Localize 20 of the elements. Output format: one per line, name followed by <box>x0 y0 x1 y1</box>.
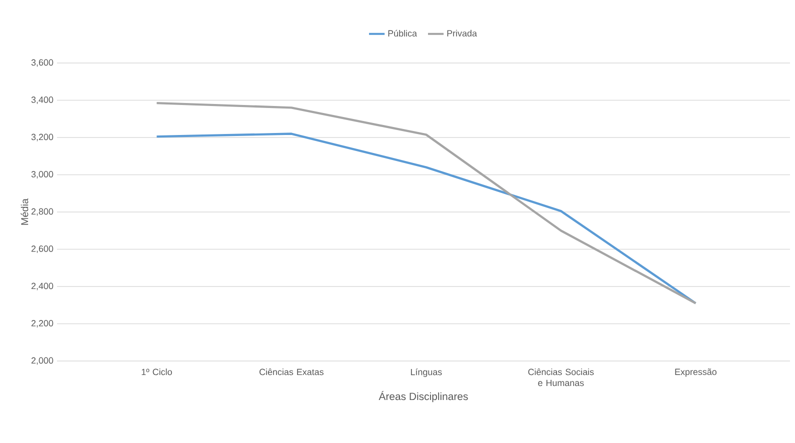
x-tick-label: Ciências Sociais e Humanas <box>528 368 594 386</box>
y-tick-label: 2,400 <box>31 282 54 290</box>
y-tick-label: 2,600 <box>31 246 54 253</box>
legend-label: Pública <box>388 30 418 37</box>
y-tick-label: 2,200 <box>31 320 54 328</box>
line-series <box>156 102 697 304</box>
x-tick-label: Ciências Exatas <box>260 368 324 376</box>
y-axis-title: Média <box>20 198 28 225</box>
x-axis-title: Áreas Disciplinares <box>378 390 468 402</box>
legend-label: Privada <box>447 30 477 36</box>
x-tick-label: Expressão <box>675 368 716 377</box>
y-tick-label: 3,600 <box>31 59 54 67</box>
y-tick-label: 3,200 <box>31 134 54 142</box>
y-tick-label: 2,000 <box>31 357 54 365</box>
y-tick-label: 2,800 <box>31 208 54 216</box>
line-series <box>156 132 697 304</box>
x-tick-label: 1º Ciclo <box>142 368 172 376</box>
x-tick-label: Línguas <box>410 368 442 377</box>
y-tick-label: 3,000 <box>31 171 54 178</box>
y-tick-label: 3,400 <box>31 96 54 104</box>
